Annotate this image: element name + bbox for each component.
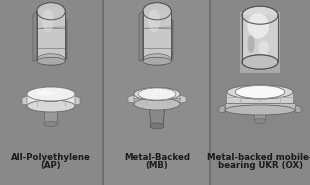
Bar xyxy=(37,11,65,60)
Polygon shape xyxy=(134,98,180,104)
Polygon shape xyxy=(22,96,27,105)
Polygon shape xyxy=(64,15,68,60)
Bar xyxy=(143,11,171,60)
Text: All-Polyethylene: All-Polyethylene xyxy=(11,153,91,162)
Polygon shape xyxy=(180,95,186,103)
Text: (MB): (MB) xyxy=(146,161,168,170)
Ellipse shape xyxy=(36,90,55,95)
Ellipse shape xyxy=(143,3,171,20)
Ellipse shape xyxy=(138,88,176,100)
Polygon shape xyxy=(75,96,80,105)
Ellipse shape xyxy=(258,40,269,55)
Ellipse shape xyxy=(254,119,266,124)
Ellipse shape xyxy=(27,87,75,101)
Text: Metal-Backed: Metal-Backed xyxy=(124,153,190,162)
Polygon shape xyxy=(219,105,225,113)
Ellipse shape xyxy=(143,57,171,65)
Ellipse shape xyxy=(138,88,176,100)
Ellipse shape xyxy=(242,55,278,69)
Ellipse shape xyxy=(44,122,58,127)
Ellipse shape xyxy=(37,54,65,65)
Polygon shape xyxy=(33,11,37,61)
Ellipse shape xyxy=(134,88,180,100)
Ellipse shape xyxy=(27,100,75,112)
Ellipse shape xyxy=(247,35,255,53)
Ellipse shape xyxy=(27,87,75,101)
Polygon shape xyxy=(253,109,267,121)
Polygon shape xyxy=(44,108,58,124)
Ellipse shape xyxy=(148,9,160,32)
Ellipse shape xyxy=(235,85,285,98)
Polygon shape xyxy=(128,95,134,103)
Bar xyxy=(0,0,103,185)
Ellipse shape xyxy=(235,85,285,98)
Ellipse shape xyxy=(227,85,293,99)
Polygon shape xyxy=(170,15,174,60)
Polygon shape xyxy=(240,12,280,73)
Ellipse shape xyxy=(38,94,64,102)
Ellipse shape xyxy=(143,54,171,65)
Bar xyxy=(242,15,278,62)
Ellipse shape xyxy=(134,98,180,110)
Text: Metal-backed mobile-: Metal-backed mobile- xyxy=(207,153,310,162)
Polygon shape xyxy=(134,95,180,98)
Ellipse shape xyxy=(37,57,65,65)
Polygon shape xyxy=(295,105,301,113)
Text: bearing UKR (OX): bearing UKR (OX) xyxy=(218,161,303,170)
Polygon shape xyxy=(149,105,165,126)
Ellipse shape xyxy=(42,9,54,32)
Polygon shape xyxy=(227,93,293,103)
Text: (AP): (AP) xyxy=(41,161,61,170)
Bar xyxy=(103,0,210,185)
Ellipse shape xyxy=(247,13,269,39)
Polygon shape xyxy=(225,103,295,110)
Ellipse shape xyxy=(242,6,278,24)
Polygon shape xyxy=(27,95,75,106)
Ellipse shape xyxy=(37,3,65,20)
Bar xyxy=(210,0,310,185)
Ellipse shape xyxy=(225,105,295,115)
Ellipse shape xyxy=(150,123,164,129)
Polygon shape xyxy=(139,11,143,61)
